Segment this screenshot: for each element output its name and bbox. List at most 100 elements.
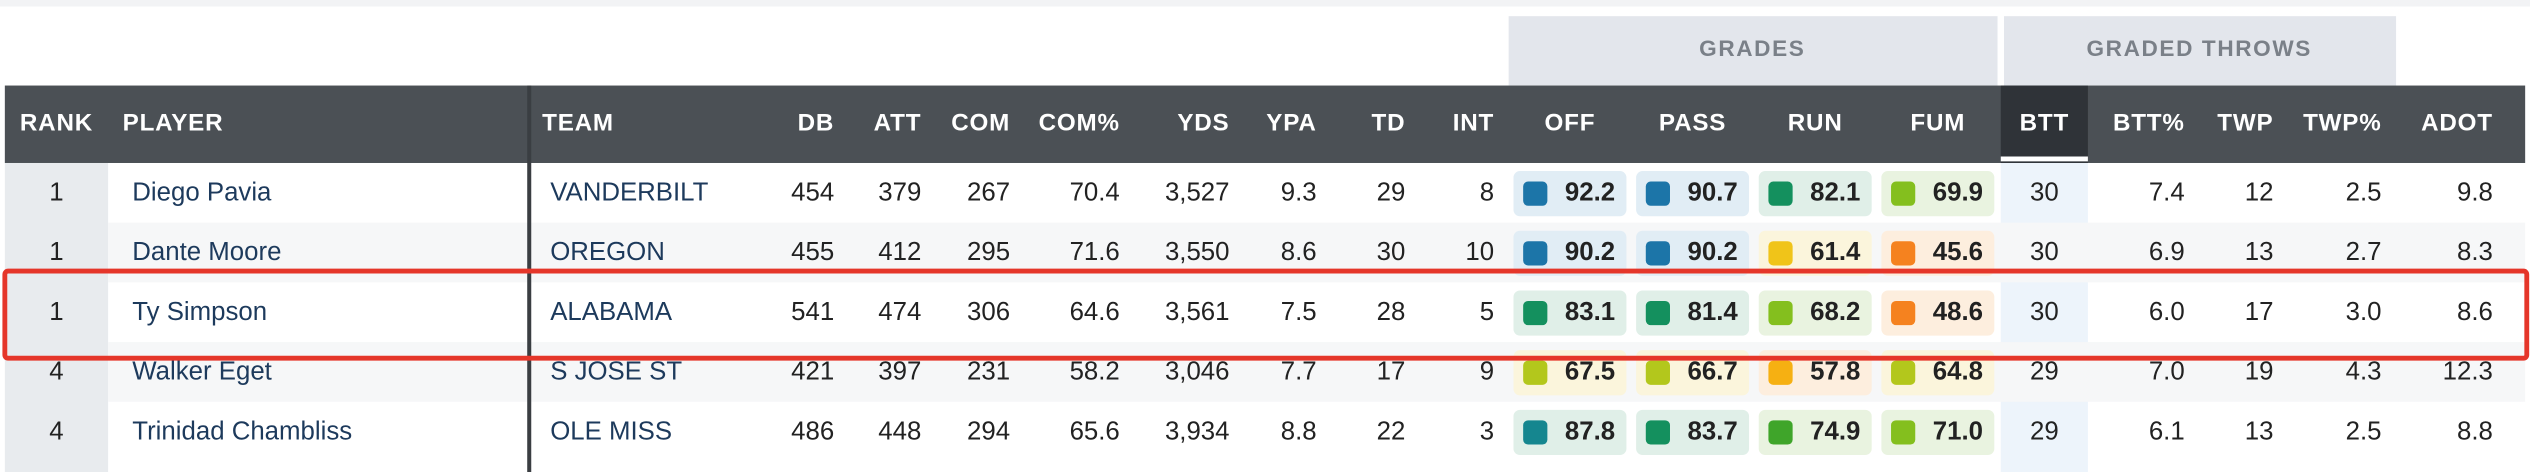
player-name: Diego Pavia [132,178,272,206]
cell: 8.3 [2457,238,2493,266]
grade-swatch [1523,181,1548,206]
player-name: Ty Simpson [132,298,267,326]
cell: 474 [878,298,921,326]
cell: 12 [2245,178,2274,206]
grade-value: 82.1 [1810,178,1860,206]
column-header: YPA [1266,110,1316,137]
cell: 448 [878,417,921,445]
cell: 454 [791,178,834,206]
grade-swatch [1645,300,1670,326]
cell: 7.7 [1281,358,1317,386]
grade-swatch [1891,420,1916,445]
column-header: TD [1372,110,1406,137]
grade-value: 90.7 [1688,178,1738,206]
cell: 7.4 [2149,178,2185,206]
team-name: VANDERBILT [550,178,708,206]
column-header: PLAYER [123,110,224,137]
grade-value: 87.8 [1565,417,1615,445]
cell: 295 [967,238,1010,266]
cell: 13 [2245,238,2274,266]
cell: 8.6 [1281,238,1317,266]
grade-swatch [1768,360,1793,385]
table-body: 1 Diego Pavia VANDERBILT 454 379 267 70.4 3,527… [49,171,2526,456]
cell: 71.6 [1070,238,1120,266]
cell: 8.8 [1281,417,1317,445]
grade-value: 48.6 [1933,298,1983,326]
column-header: RUN [1788,110,1843,137]
cell: 9.8 [2457,178,2493,206]
grade-value: 45.6 [1933,238,1983,266]
cell: 29 [2030,417,2059,445]
column-header: BTT [2020,110,2069,137]
grade-swatch [1523,420,1548,445]
column-header: COM [951,110,1010,137]
grade-value: 57.8 [1810,358,1860,386]
cell: 379 [878,178,921,206]
cell: 541 [791,298,834,326]
column-header: OFF [1545,110,1596,137]
column-header: YDS [1177,110,1229,137]
column-header: PASS [1659,110,1726,137]
cell: 30 [1377,238,1406,266]
grade-swatch [1523,241,1548,266]
cell: 6.9 [2149,238,2185,266]
cell: 267 [967,178,1010,206]
cell: 30 [2030,298,2059,326]
cell: 58.2 [1070,358,1120,386]
cell: 8 [1480,178,1494,206]
cell: 455 [791,238,834,266]
cell: 486 [791,417,834,445]
cell: 9.3 [1281,178,1317,206]
grade-value: 64.8 [1933,358,1983,386]
btt-column-bg [2000,162,2088,472]
grade-value: 69.9 [1933,178,1983,206]
grade-value: 81.4 [1688,298,1739,326]
grade-swatch [1891,360,1916,385]
team-name: ALABAMA [550,298,673,326]
cell: 9 [1480,358,1494,386]
cell: 6.1 [2149,417,2185,445]
column-header: BTT% [2113,110,2185,137]
column-header: FUM [1910,110,1965,137]
rank-column-bg [4,162,109,472]
grade-value: 68.2 [1810,298,1860,326]
cell: 8.8 [2457,417,2493,445]
column-header: COM% [1039,110,1120,137]
cell: 28 [1377,298,1406,326]
cell: 4.3 [2346,358,2382,386]
top-band [0,0,2530,7]
cell: 17 [1377,358,1406,386]
column-header: ADOT [2421,110,2493,137]
grade-value: 66.7 [1688,358,1738,386]
cell: 64.6 [1070,298,1120,326]
cell: 7.5 [1281,298,1317,326]
cell: 1 [49,178,63,206]
column-header: TWP% [2303,110,2381,137]
grade-swatch [1768,300,1793,326]
cell: 30 [2030,178,2059,206]
grade-value: 92.2 [1565,178,1615,206]
grade-swatch [1891,181,1916,206]
grade-swatch [1523,360,1548,385]
grade-swatch [1768,181,1793,206]
grade-swatch [1523,300,1548,326]
player-name: Dante Moore [132,238,281,266]
cell: 2.5 [2346,417,2382,445]
grade-value: 83.1 [1565,298,1615,326]
grade-swatch [1768,420,1793,445]
cell: 12.3 [2443,358,2493,386]
grade-swatch [1645,420,1670,445]
grade-value: 74.9 [1810,417,1860,445]
cell: 4 [49,417,63,445]
cell: 70.4 [1070,178,1120,206]
grade-value: 90.2 [1688,238,1738,266]
cell: 294 [967,417,1010,445]
group-header-bg [2003,16,2397,86]
grade-value: 71.0 [1933,417,1983,445]
cell: 6.0 [2149,298,2185,326]
cell: 29 [1377,178,1406,206]
cell: 65.6 [1070,417,1120,445]
grade-value: 67.5 [1565,358,1615,386]
